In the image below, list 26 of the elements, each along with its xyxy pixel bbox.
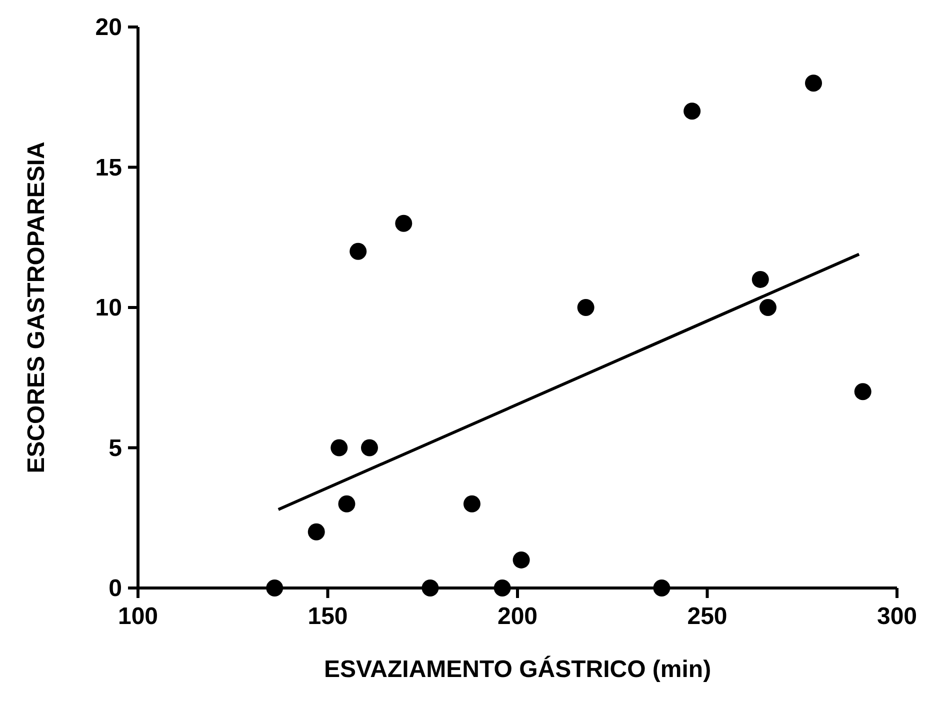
x-tick-label: 100: [118, 603, 158, 630]
y-tick-label: 15: [95, 154, 122, 182]
point: [338, 495, 356, 512]
point: [395, 214, 412, 232]
point: [512, 551, 530, 568]
x-axis-title: ESVAZIAMENTO GÁSTRICO (min): [324, 655, 712, 683]
point: [308, 523, 325, 540]
y-tick-label: 20: [95, 14, 122, 41]
point: [684, 102, 701, 120]
x-tick-label: 250: [687, 603, 728, 630]
x-tick-label: 150: [308, 603, 348, 630]
point: [463, 495, 480, 512]
point: [360, 439, 378, 456]
y-tick-label: 5: [108, 434, 122, 462]
point: [577, 299, 594, 316]
y-tick-label: 0: [108, 575, 122, 602]
y-tick-label: 10: [95, 294, 122, 322]
point: [330, 439, 348, 456]
x-tick-label: 300: [876, 603, 918, 630]
x-tick-label: 200: [497, 603, 538, 630]
y-axis-title: ESCORES GASTROPARESIA: [23, 142, 50, 474]
point: [752, 270, 769, 288]
point: [854, 383, 872, 400]
point: [805, 74, 822, 92]
point: [350, 242, 367, 260]
point: [759, 299, 776, 316]
